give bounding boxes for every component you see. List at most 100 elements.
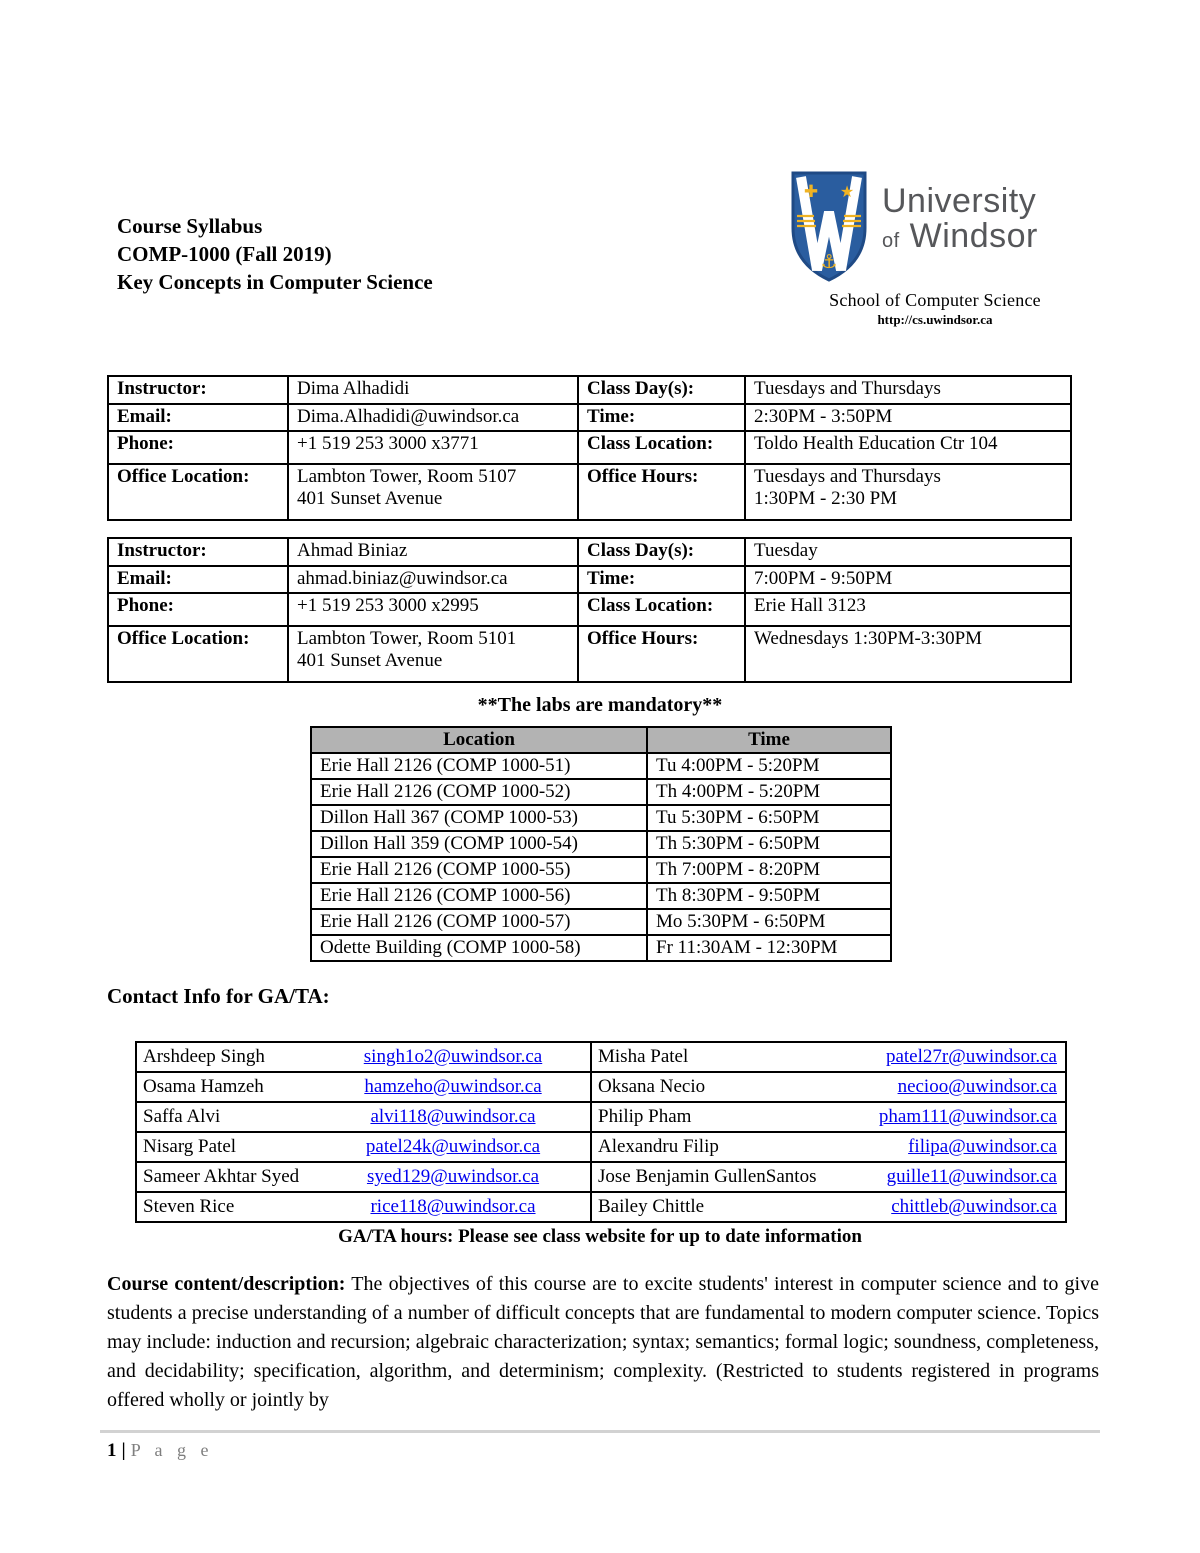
table-row: Osama Hamzeh hamzeho@uwindsor.ca Oksana … — [136, 1071, 1066, 1103]
gata-email-cell: filipa@uwindsor.ca — [844, 1131, 1066, 1163]
field-label: Instructor: — [107, 537, 289, 567]
table-row: Instructor: Dima Alhadidi Class Day(s): … — [107, 375, 1072, 405]
logo-wordmark-of: of — [882, 230, 900, 252]
gata-email-cell: chittleb@uwindsor.ca — [844, 1191, 1066, 1223]
field-value: Lambton Tower, Room 5107 401 Sunset Aven… — [287, 463, 579, 521]
table-row: Nisarg Patel patel24k@uwindsor.ca Alexan… — [136, 1131, 1066, 1163]
gata-name: Steven Rice — [136, 1191, 316, 1223]
lab-location: Dillon Hall 367 (COMP 1000-53) — [310, 804, 648, 832]
gata-email-cell: rice118@uwindsor.ca — [316, 1191, 591, 1223]
gata-email-cell: patel24k@uwindsor.ca — [316, 1131, 591, 1163]
gata-email-link[interactable]: rice118@uwindsor.ca — [370, 1196, 536, 1217]
gata-email-link[interactable]: hamzeho@uwindsor.ca — [364, 1076, 542, 1097]
document-title-block: Course Syllabus COMP-1000 (Fall 2019) Ke… — [117, 212, 433, 296]
page-number: 1 — [107, 1440, 117, 1461]
logo-wordmark: University of Windsor — [882, 170, 1038, 259]
logo-wordmark-line1: University — [882, 182, 1037, 220]
footer-divider — [100, 1430, 1100, 1433]
gata-name: Bailey Chittle — [590, 1191, 844, 1223]
gata-email-cell: syed129@uwindsor.ca — [316, 1161, 591, 1193]
field-label: Office Hours: — [577, 625, 746, 683]
table-row: Erie Hall 2126 (COMP 1000-55) Th 7:00PM -… — [310, 856, 892, 884]
table-row: Instructor: Ahmad Biniaz Class Day(s): T… — [107, 537, 1072, 567]
field-value: Dima Alhadidi — [287, 375, 579, 405]
field-value: Tuesdays and Thursdays — [744, 375, 1072, 405]
gata-email-cell: guille11@uwindsor.ca — [844, 1161, 1066, 1193]
table-row: Dillon Hall 367 (COMP 1000-53) Tu 5:30PM … — [310, 804, 892, 832]
school-url: http://cs.uwindsor.ca — [877, 312, 993, 327]
gata-email-link[interactable]: pham111@uwindsor.ca — [878, 1106, 1057, 1127]
logo-wordmark-line2: of Windsor — [882, 218, 1038, 259]
gata-contact-heading: Contact Info for GA/TA: — [107, 984, 330, 1008]
lab-time: Mo 5:30PM - 6:50PM — [646, 908, 892, 936]
lab-location: Odette Building (COMP 1000-58) — [310, 934, 648, 962]
university-crest-icon: ✚ ★ ⚓ — [791, 171, 867, 282]
lab-location: Erie Hall 2126 (COMP 1000-52) — [310, 778, 648, 806]
field-value: Wednesdays 1:30PM-3:30PM — [744, 625, 1072, 683]
field-value: 7:00PM - 9:50PM — [744, 565, 1072, 594]
field-label: Instructor: — [107, 375, 289, 405]
gata-name: Alexandru Filip — [590, 1131, 844, 1163]
gata-name: Osama Hamzeh — [136, 1071, 316, 1103]
logo-wordmark-windsor: Windsor — [909, 217, 1038, 255]
lab-location: Erie Hall 2126 (COMP 1000-57) — [310, 908, 648, 936]
field-value: Dima.Alhadidi@uwindsor.ca — [287, 403, 579, 432]
gata-name: Nisarg Patel — [136, 1131, 316, 1163]
gata-email-link[interactable]: guille11@uwindsor.ca — [886, 1166, 1057, 1187]
field-value: 2:30PM - 3:50PM — [744, 403, 1072, 432]
page-number-separator: | — [121, 1440, 126, 1461]
svg-text:⚓: ⚓ — [820, 251, 837, 273]
field-value: +1 519 253 3000 x2995 — [287, 592, 579, 627]
table-row: Dillon Hall 359 (COMP 1000-54) Th 5:30PM … — [310, 830, 892, 858]
field-value: Erie Hall 3123 — [744, 592, 1072, 627]
field-label: Email: — [107, 403, 289, 432]
gata-email-link[interactable]: patel24k@uwindsor.ca — [365, 1136, 541, 1157]
gata-name: Philip Pham — [590, 1101, 844, 1133]
instructor-table-1: Instructor: Dima Alhadidi Class Day(s): … — [107, 375, 1072, 521]
course-description-text: The objectives of this course are to exc… — [107, 1273, 1099, 1411]
gata-email-link[interactable]: filipa@uwindsor.ca — [908, 1136, 1057, 1157]
table-row: Erie Hall 2126 (COMP 1000-56) Th 8:30PM -… — [310, 882, 892, 910]
course-description-label: Course content/description: — [107, 1273, 346, 1295]
gata-email-link[interactable]: alvi118@uwindsor.ca — [370, 1106, 536, 1127]
gata-email-cell: alvi118@uwindsor.ca — [316, 1101, 591, 1133]
field-label: Class Day(s): — [577, 537, 746, 567]
table-row: Office Location: Lambton Tower, Room 510… — [107, 463, 1072, 521]
lab-location: Dillon Hall 359 (COMP 1000-54) — [310, 830, 648, 858]
table-row: Email: ahmad.biniaz@uwindsor.ca Time: 7:… — [107, 565, 1072, 594]
page-word: P a g e — [130, 1440, 214, 1460]
course-code-line: COMP-1000 (Fall 2019) — [117, 242, 332, 266]
gata-contact-table: Arshdeep Singh singh1o2@uwindsor.ca Mish… — [135, 1041, 1067, 1223]
page-footer: 1 | P a g e — [107, 1440, 214, 1462]
field-value: Ahmad Biniaz — [287, 537, 579, 567]
lab-location: Erie Hall 2126 (COMP 1000-51) — [310, 752, 648, 780]
gata-email-link[interactable]: syed129@uwindsor.ca — [366, 1166, 540, 1187]
table-row: Email: Dima.Alhadidi@uwindsor.ca Time: 2… — [107, 403, 1072, 432]
lab-time: Tu 5:30PM - 6:50PM — [646, 804, 892, 832]
gata-email-link[interactable]: singh1o2@uwindsor.ca — [363, 1046, 543, 1067]
column-header-location: Location — [310, 726, 648, 754]
lab-time: Th 8:30PM - 9:50PM — [646, 882, 892, 910]
lab-time: Th 4:00PM - 5:20PM — [646, 778, 892, 806]
field-label: Class Location: — [577, 430, 746, 465]
field-value: Tuesday — [744, 537, 1072, 567]
gata-name: Saffa Alvi — [136, 1101, 316, 1133]
lab-time: Tu 4:00PM - 5:20PM — [646, 752, 892, 780]
table-row: Odette Building (COMP 1000-58) Fr 11:30AM… — [310, 934, 892, 962]
gata-email-link[interactable]: necioo@uwindsor.ca — [897, 1076, 1057, 1097]
lab-time: Th 7:00PM - 8:20PM — [646, 856, 892, 884]
gata-name: Misha Patel — [590, 1041, 844, 1073]
gata-email-link[interactable]: patel27r@uwindsor.ca — [885, 1046, 1057, 1067]
lab-time: Fr 11:30AM - 12:30PM — [646, 934, 892, 962]
table-row: Office Location: Lambton Tower, Room 510… — [107, 625, 1072, 683]
instructor-table-2: Instructor: Ahmad Biniaz Class Day(s): T… — [107, 537, 1072, 683]
gata-email-link[interactable]: chittleb@uwindsor.ca — [891, 1196, 1057, 1217]
gata-email-cell: necioo@uwindsor.ca — [844, 1071, 1066, 1103]
field-label: Time: — [577, 403, 746, 432]
field-value: ahmad.biniaz@uwindsor.ca — [287, 565, 579, 594]
gata-name: Jose Benjamin GullenSantos — [590, 1161, 844, 1193]
field-value: Tuesdays and Thursdays 1:30PM - 2:30 PM — [744, 463, 1072, 521]
gata-hours-note: GA/TA hours: Please see class website fo… — [338, 1226, 862, 1247]
field-label: Time: — [577, 565, 746, 594]
field-label: Phone: — [107, 430, 289, 465]
